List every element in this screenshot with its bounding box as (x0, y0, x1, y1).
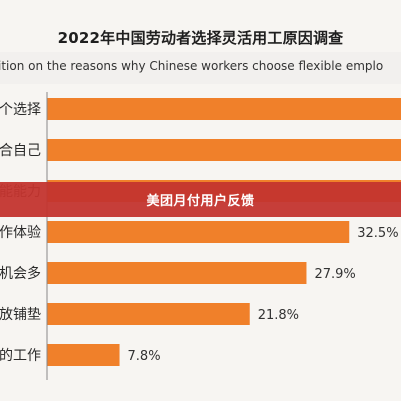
bar-2 (47, 139, 401, 161)
category-label-1: 个选择 (0, 102, 41, 118)
value-label-7: 7.8% (128, 349, 161, 364)
chart-subtitle: ition on the reasons why Chinese workers… (0, 59, 384, 73)
bar-7 (47, 344, 120, 366)
bar-5 (47, 262, 307, 284)
banner-text: 美团月付用户反馈 (146, 194, 255, 209)
value-label-4: 32.5% (357, 226, 398, 241)
promo-banner: 美团月付用户反馈 (0, 182, 401, 217)
chart-title: 2022年中国劳动者选择灵活用工原因调查 (57, 29, 344, 47)
bar-1 (47, 98, 401, 120)
value-label-6: 21.8% (258, 308, 299, 323)
category-label-6: 放铺垫 (0, 307, 41, 323)
bar-6 (47, 303, 250, 325)
category-label-5: 机会多 (0, 265, 41, 282)
category-label-4: 作体验 (0, 225, 41, 241)
bar-4 (47, 221, 350, 243)
subtitle-band (0, 52, 401, 84)
category-label-7: 的工作 (0, 348, 41, 364)
category-label-2: 合自己 (0, 143, 41, 159)
value-label-5: 27.9% (314, 267, 355, 282)
